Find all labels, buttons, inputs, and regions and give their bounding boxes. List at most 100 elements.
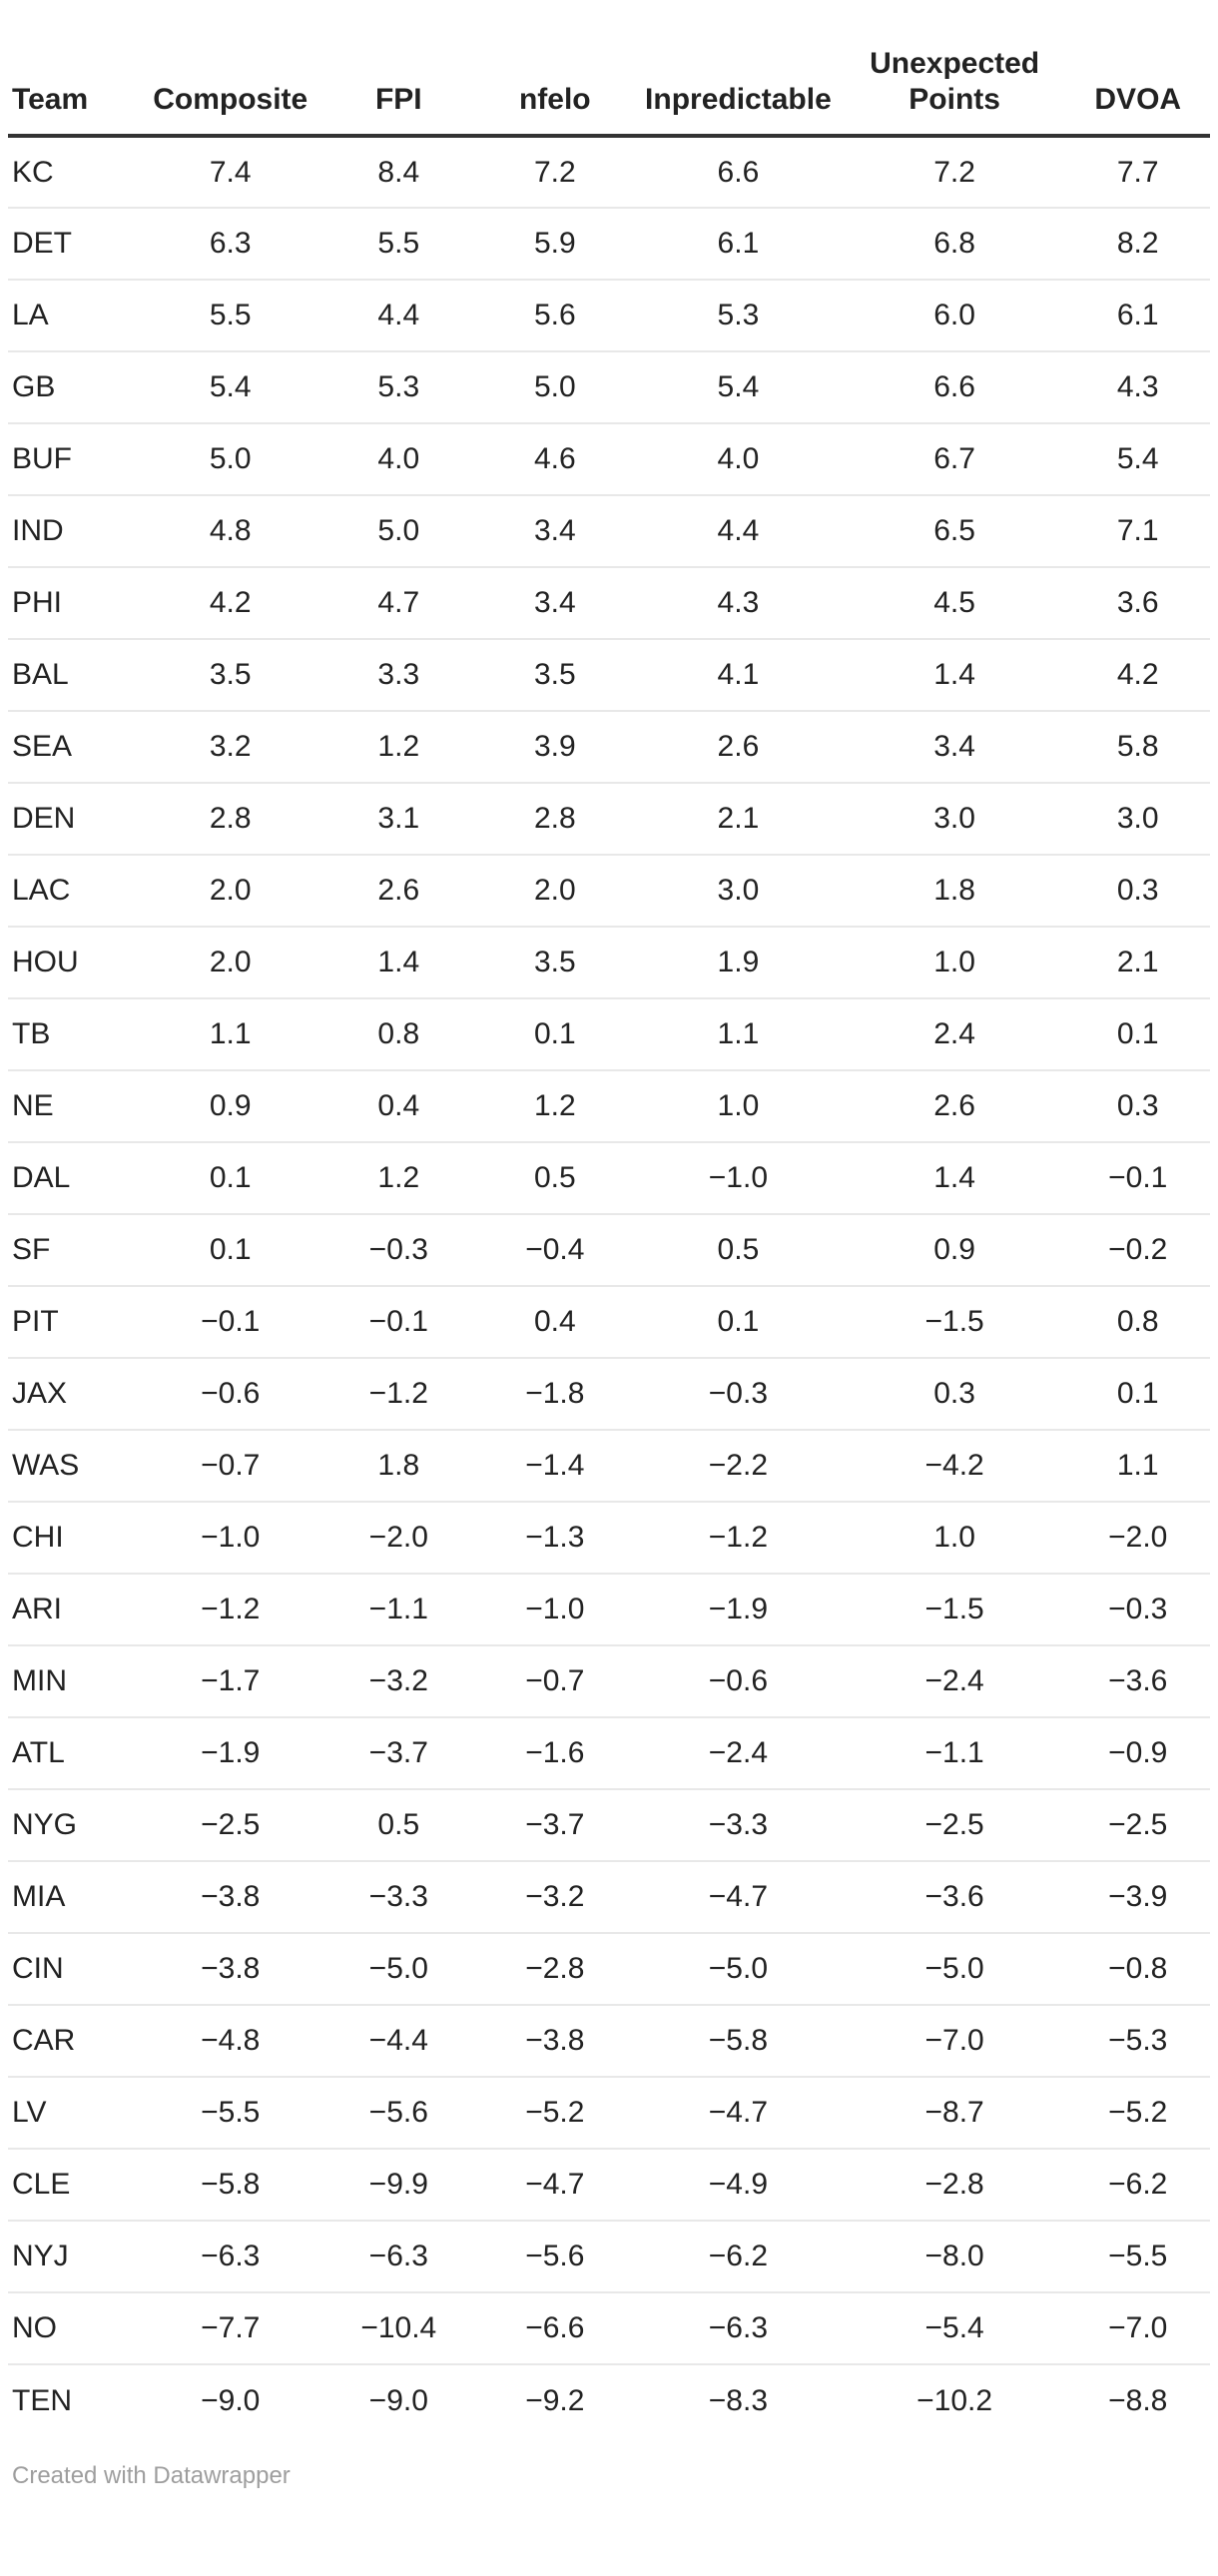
value-cell: −5.2	[1065, 2077, 1210, 2150]
ratings-table: Team Composite FPI nfelo Inpredictable U…	[8, 0, 1210, 2436]
value-cell: −7.0	[1065, 2292, 1210, 2365]
column-header-dvoa: DVOA	[1065, 0, 1210, 138]
team-cell: DAL	[8, 1142, 141, 1215]
table-row: DET 6.3 5.5 5.9 6.1 6.8 8.2	[8, 208, 1210, 281]
value-cell: −1.2	[320, 1358, 477, 1431]
value-cell: −0.9	[1065, 1717, 1210, 1790]
team-cell: PHI	[8, 567, 141, 640]
value-cell: −5.3	[1065, 2005, 1210, 2078]
value-cell: 8.4	[320, 136, 477, 209]
value-cell: −10.4	[320, 2292, 477, 2365]
table-row: CLE −5.8 −9.9 −4.7 −4.9 −2.8 −6.2	[8, 2149, 1210, 2222]
value-cell: −6.2	[1065, 2149, 1210, 2222]
value-cell: 1.0	[843, 1502, 1066, 1575]
value-cell: 6.5	[843, 495, 1066, 568]
value-cell: −1.9	[633, 1574, 844, 1646]
value-cell: 0.1	[140, 1142, 321, 1215]
value-cell: 0.1	[1065, 1358, 1210, 1431]
value-cell: 1.0	[633, 1070, 844, 1143]
value-cell: 5.3	[320, 351, 477, 424]
value-cell: 3.6	[1065, 567, 1210, 640]
value-cell: 7.7	[1065, 136, 1210, 209]
team-cell: MIA	[8, 1861, 141, 1934]
value-cell: −4.2	[843, 1430, 1066, 1503]
value-cell: −1.7	[140, 1645, 321, 1718]
value-cell: −5.0	[320, 1933, 477, 2006]
value-cell: −3.8	[476, 2005, 634, 2078]
table-row: LA 5.5 4.4 5.6 5.3 6.0 6.1	[8, 280, 1210, 352]
value-cell: −2.8	[476, 1933, 634, 2006]
value-cell: −1.9	[140, 1717, 321, 1790]
team-cell: CAR	[8, 2005, 141, 2078]
team-cell: SF	[8, 1214, 141, 1287]
column-header-composite: Composite	[140, 0, 321, 138]
value-cell: 1.8	[843, 855, 1066, 928]
value-cell: 4.1	[633, 639, 844, 712]
value-cell: 1.2	[320, 711, 477, 784]
column-header-inpredictable: Inpredictable	[633, 0, 844, 138]
table-row: WAS −0.7 1.8 −1.4 −2.2 −4.2 1.1	[8, 1430, 1210, 1503]
team-cell: DET	[8, 208, 141, 281]
value-cell: −6.3	[140, 2221, 321, 2293]
team-cell: HOU	[8, 927, 141, 999]
table-row: HOU 2.0 1.4 3.5 1.9 1.0 2.1	[8, 927, 1210, 999]
value-cell: −1.0	[476, 1574, 634, 1646]
value-cell: −7.7	[140, 2292, 321, 2365]
team-cell: GB	[8, 351, 141, 424]
value-cell: −5.5	[140, 2077, 321, 2150]
value-cell: −3.7	[476, 1789, 634, 1862]
value-cell: 3.9	[476, 711, 634, 784]
table-chart: Team Composite FPI nfelo Inpredictable U…	[8, 0, 1210, 2489]
value-cell: 3.4	[843, 711, 1066, 784]
team-cell: CHI	[8, 1502, 141, 1575]
value-cell: −6.3	[320, 2221, 477, 2293]
datawrapper-credit-link[interactable]: Created with Datawrapper	[12, 2462, 291, 2489]
table-row: SF 0.1 −0.3 −0.4 0.5 0.9 −0.2	[8, 1214, 1210, 1287]
value-cell: −2.8	[843, 2149, 1066, 2222]
value-cell: −8.8	[1108, 2383, 1168, 2417]
value-cell: −4.9	[633, 2149, 844, 2222]
value-cell: −1.6	[476, 1717, 634, 1790]
table-row: ATL −1.9 −3.7 −1.6 −2.4 −1.1 −0.9	[8, 1717, 1210, 1790]
value-cell: 8.2	[1065, 208, 1210, 281]
value-cell: 7.2	[843, 136, 1066, 209]
table-row: DAL 0.1 1.2 0.5 −1.0 1.4 −0.1	[8, 1142, 1210, 1215]
team-cell: IND	[8, 495, 141, 568]
value-cell: 7.4	[140, 136, 321, 209]
value-cell: −2.5	[140, 1789, 321, 1862]
value-cell: −3.3	[320, 1861, 477, 1934]
value-cell: 1.2	[320, 1142, 477, 1215]
team-cell: NO	[8, 2292, 141, 2365]
value-cell: 1.4	[320, 927, 477, 999]
value-cell: −5.0	[843, 1933, 1066, 2006]
value-cell: 4.4	[633, 495, 844, 568]
value-cell: −5.0	[633, 1933, 844, 2006]
table-row: NE 0.9 0.4 1.2 1.0 2.6 0.3	[8, 1070, 1210, 1143]
value-cell: 3.2	[140, 711, 321, 784]
value-cell: 0.1	[633, 1286, 844, 1359]
value-cell: 4.4	[320, 280, 477, 352]
table-row: KC 7.4 8.4 7.2 6.6 7.2 7.7	[8, 136, 1210, 209]
value-cell: 6.3	[140, 208, 321, 281]
column-header-fpi: FPI	[320, 0, 477, 138]
value-cell: −3.3	[633, 1789, 844, 1862]
value-cell: 5.8	[1065, 711, 1210, 784]
value-cell: 7.2	[476, 136, 634, 209]
value-cell: 0.5	[320, 1789, 477, 1862]
team-cell: SEA	[8, 711, 141, 784]
value-cell: 5.0	[476, 351, 634, 424]
team-cell: NYG	[8, 1789, 141, 1862]
value-cell: 0.3	[1065, 1070, 1210, 1143]
table-body: KC 7.4 8.4 7.2 6.6 7.2 7.7 DET 6.3 5.5 5.9 6.1 6.8 8.…	[8, 136, 1210, 2436]
value-cell: −8.7	[843, 2077, 1066, 2150]
team-cell: BAL	[8, 639, 141, 712]
value-cell: 3.0	[1065, 783, 1210, 856]
value-cell: 2.8	[140, 783, 321, 856]
value-cell: −5.8	[140, 2149, 321, 2222]
value-cell: −8.0	[843, 2221, 1066, 2293]
team-cell: DEN	[8, 783, 141, 856]
value-cell: 5.4	[633, 351, 844, 424]
table-row: TB 1.1 0.8 0.1 1.1 2.4 0.1	[8, 998, 1210, 1071]
value-cell: 0.3	[1065, 855, 1210, 928]
value-cell: 1.4	[843, 1142, 1066, 1215]
